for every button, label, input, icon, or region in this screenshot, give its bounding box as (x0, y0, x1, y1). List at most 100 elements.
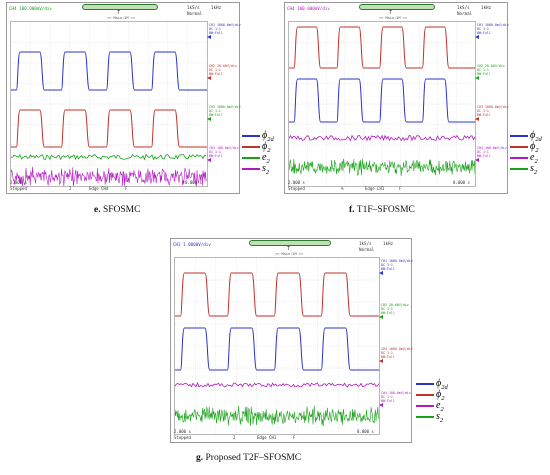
channel-label-line: DC 1:1 (209, 150, 221, 154)
time-left: 2.000 s (174, 429, 191, 434)
legend-symbol: e (436, 400, 441, 411)
time-div: 1kHz (211, 5, 222, 10)
channel-label-1: CH1 1000.0mV/div DC 1:1 BW:Full (381, 259, 413, 271)
scope-screen-e: CH4 100.000mV/div T << Main:1M >> 1kS/s … (6, 2, 241, 194)
panel-e: CH4 100.000mV/div T << Main:1M >> 1kS/s … (6, 2, 274, 224)
plot-area-g (174, 257, 380, 435)
legend-symbol: ϕ (436, 389, 442, 400)
channel-label-line: DC 1:1 (381, 351, 393, 355)
legend-f: ϕ2d ϕ2 e2 s2 (510, 130, 546, 180)
footer-mid: 2 (69, 186, 72, 191)
trigger-slope: F (125, 186, 128, 191)
channel-label-line: DC 1:1 (381, 395, 393, 399)
scope-header-f: CH4 100.000mV/div T << Main:1M >> 1kS/s … (285, 3, 507, 23)
legend-swatch (242, 168, 260, 170)
channel-label-line: CH4 100.0mV/div (209, 146, 239, 150)
channel-label-2: CH2 20.00V/div DC 1:1 BW:Full (209, 64, 237, 76)
series-line-s2 (289, 158, 475, 177)
legend-item: ϕ2 (416, 389, 456, 402)
record-bar (359, 4, 435, 10)
sample-rate: 1kS/s (359, 241, 372, 246)
legend-label: ϕ2d (262, 130, 274, 143)
channel-marker-icon (474, 117, 479, 121)
time-div: 1kHz (383, 241, 394, 246)
time-right: 8.000 s (185, 180, 202, 185)
channel-label-line: BW:Full (209, 113, 223, 117)
channel-label-line: DC 1:1 (209, 109, 221, 113)
legend-swatch (242, 135, 260, 137)
scope-footer-f: Stopped % Edge CH1 F 2.000 s 8.000 s (285, 180, 507, 193)
legend-subscript: 2 (534, 158, 538, 165)
legend-swatch (416, 383, 434, 385)
time-right: 8.000 s (453, 180, 470, 185)
legend-symbol: ϕ (530, 141, 536, 152)
record-bar (249, 240, 331, 246)
legend-subscript: 2 (440, 406, 444, 413)
channel-label-line: CH2 20.00V/div (477, 64, 505, 68)
legend-item: e2 (416, 400, 456, 413)
series-line-ϕ2 (11, 109, 207, 148)
legend-item: e2 (242, 152, 282, 165)
acq-status: Stopped (10, 186, 27, 191)
channel-label-line: BW:Full (477, 113, 491, 117)
scope-screen-f: CH4 100.000mV/div T << Main:1M >> 1kS/s … (284, 2, 509, 194)
legend-label: s2 (530, 163, 537, 176)
channel-label-line: CH3 1000.0mV/div (381, 347, 413, 351)
trigger-edge: Edge CH1 (257, 435, 277, 440)
channel-label-line: DC 1:1 (381, 307, 393, 311)
legend-item: ϕ2d (510, 130, 550, 143)
time-left: 2.000 s (10, 180, 27, 185)
caption-g: g. Proposed T2F–SFOSMC (196, 453, 302, 463)
legend-item: ϕ2d (416, 378, 456, 391)
channel-label-line: DC 1:1 (209, 27, 221, 31)
channel-label-3: CH3 1000.0mV/div DC 1:1 BW:Full (477, 105, 509, 117)
trigger-edge: Edge CH4 (89, 186, 109, 191)
acq-status: Stopped (174, 435, 191, 440)
channel-marker-icon (474, 76, 479, 80)
channel-label-2: CH2 20.00V/div DC 1:1 BW:Full (477, 64, 505, 76)
legend-item: s2 (416, 411, 456, 424)
series-line-ϕ2 (289, 26, 475, 69)
trigger-slope: F (293, 435, 296, 440)
trigger-mode: Normal (457, 11, 473, 16)
series-line-s2 (11, 166, 207, 186)
channel-readout: CH4 100.000mV/div (9, 6, 52, 11)
legend-swatch (510, 146, 528, 148)
plot-area-f (288, 21, 476, 187)
channel-marker-icon (378, 271, 383, 275)
series-line-e2 (11, 153, 207, 161)
panel-f: CH4 100.000mV/div T << Main:1M >> 1kS/s … (284, 2, 548, 224)
channel-label-line: CH4 100.0mV/div (381, 391, 411, 395)
legend-subscript: 2 (267, 147, 271, 154)
channel-label-line: DC 1:1 (477, 109, 489, 113)
channel-label-line: BW:Full (381, 311, 395, 315)
channel-marker-icon (474, 158, 479, 162)
trigger-marker-icon: T (389, 10, 393, 16)
sample-rate: 1kS/s (457, 5, 470, 10)
record-bar (82, 4, 158, 10)
channel-label-line: BW:Full (209, 72, 223, 76)
trigger-slope: F (399, 186, 402, 191)
main-heading: << Main:1M >> (379, 16, 408, 20)
legend-symbol: s (436, 411, 440, 422)
channel-marker-icon (206, 76, 211, 80)
channel-label-line: DC 1:1 (209, 68, 221, 72)
trigger-mode: Normal (187, 11, 203, 16)
series-line-ϕ2d (289, 78, 475, 123)
legend-symbol: e (262, 152, 267, 163)
legend-label: ϕ2 (436, 389, 444, 402)
legend-subscript: 2 (265, 169, 270, 176)
channel-label-line: CH3 1000.0mV/div (209, 105, 241, 109)
legend-swatch (416, 416, 434, 418)
channel-label-line: CH3 1000.0mV/div (477, 105, 509, 109)
legend-item: ϕ2 (242, 141, 282, 154)
legend-e: ϕ2d ϕ2 e2 s2 (242, 130, 274, 180)
legend-subscript: 2d (441, 384, 448, 391)
caption-f: f. T1F–SFOSMC (349, 205, 415, 215)
legend-item: s2 (242, 163, 282, 176)
channel-marker-icon (206, 117, 211, 121)
legend-item: ϕ2d (242, 130, 282, 143)
footer-mid: % (341, 186, 344, 191)
sample-rate: 1kS/s (187, 5, 200, 10)
legend-swatch (510, 135, 528, 137)
